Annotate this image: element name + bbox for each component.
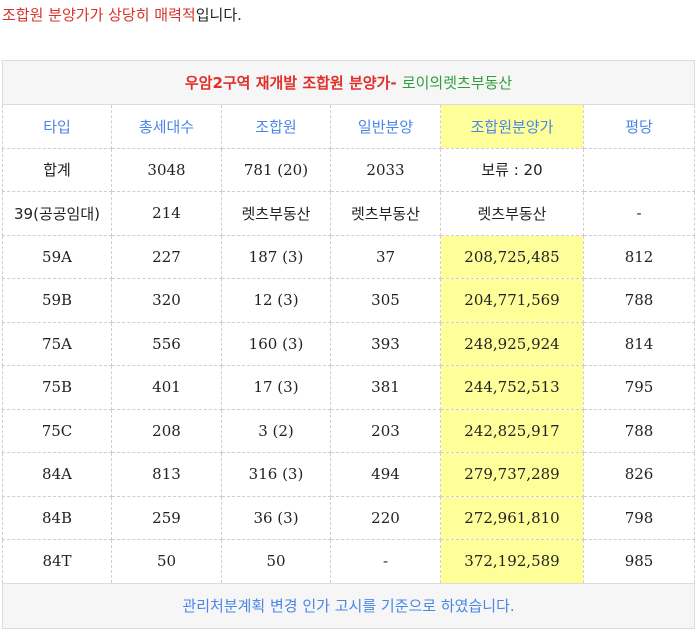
row-type: 59A — [2, 234, 112, 279]
table-row: 75A 556 160 (3) 393 248,925,924 814 — [2, 321, 696, 366]
summary-type: 합계 — [2, 147, 112, 192]
row-per-pyeong: 812 — [582, 234, 696, 279]
header-type: 타입 — [2, 104, 112, 149]
row-general: 305 — [330, 278, 441, 323]
table-title-separator: - — [390, 74, 402, 92]
row-price: 204,771,569 — [440, 278, 584, 323]
row-type: 84A — [2, 452, 112, 497]
row-member: 17 (3) — [221, 365, 331, 410]
header-per-pyeong: 평당 — [582, 104, 696, 149]
header-general: 일반분양 — [330, 104, 441, 149]
table-row: 75B 401 17 (3) 381 244,752,513 795 — [2, 365, 696, 410]
price-table: 우암2구역 재개발 조합원 분양가- 로이의렛츠부동산 타입 총세대수 조합원 … — [1, 60, 696, 629]
table-header-row: 타입 총세대수 조합원 일반분양 조합원분양가 평당 — [2, 104, 696, 149]
table-row: 59A 227 187 (3) 37 208,725,485 812 — [2, 234, 696, 279]
row-per-pyeong: - — [582, 191, 696, 236]
table-row: 84A 813 316 (3) 494 279,737,289 826 — [2, 452, 696, 497]
table-title-row: 우암2구역 재개발 조합원 분양가- 로이의렛츠부동산 — [1, 60, 696, 105]
row-price: 248,925,924 — [440, 321, 584, 366]
table-title-source: 로이의렛츠부동산 — [401, 74, 513, 92]
row-general: 220 — [330, 495, 441, 540]
row-per-pyeong: 788 — [582, 408, 696, 453]
row-per-pyeong: 985 — [582, 539, 696, 584]
row-general: - — [330, 539, 441, 584]
row-per-pyeong: 826 — [582, 452, 696, 497]
table-row: 75C 208 3 (2) 203 242,825,917 788 — [2, 408, 696, 453]
row-price-link[interactable]: 렛츠부동산 — [440, 191, 584, 236]
header-member: 조합원 — [221, 104, 331, 149]
row-per-pyeong: 788 — [582, 278, 696, 323]
row-member: 렛츠부동산 — [221, 191, 331, 236]
intro-rest: 입니다. — [195, 6, 242, 24]
intro-highlight: 조합원 분양가가 상당히 매력적 — [2, 6, 196, 24]
row-member: 187 (3) — [221, 234, 331, 279]
row-price: 372,192,589 — [440, 539, 584, 584]
row-per-pyeong: 814 — [582, 321, 696, 366]
row-price: 242,825,917 — [440, 408, 584, 453]
summary-price: 보류 : 20 — [440, 147, 584, 192]
row-total: 50 — [111, 539, 222, 584]
table-row: 84T 50 50 - 372,192,589 985 — [2, 539, 696, 584]
table-footer-note: 관리처분계획 변경 인가 고시를 기준으로 하였습니다. — [1, 582, 696, 629]
header-total: 총세대수 — [111, 104, 222, 149]
table-title: 우암2구역 재개발 조합원 분양가- 로이의렛츠부동산 — [1, 60, 696, 105]
row-general: 494 — [330, 452, 441, 497]
row-type: 75B — [2, 365, 112, 410]
row-price: 244,752,513 — [440, 365, 584, 410]
row-type: 39(공공임대) — [2, 191, 112, 236]
row-total: 401 — [111, 365, 222, 410]
row-member: 12 (3) — [221, 278, 331, 323]
row-member: 160 (3) — [221, 321, 331, 366]
row-total: 813 — [111, 452, 222, 497]
row-general: 렛츠부동산 — [330, 191, 441, 236]
summary-general: 2033 — [330, 147, 441, 192]
row-per-pyeong: 795 — [582, 365, 696, 410]
row-member: 36 (3) — [221, 495, 331, 540]
row-total: 227 — [111, 234, 222, 279]
summary-member: 781 (20) — [221, 147, 331, 192]
row-price: 272,961,810 — [440, 495, 584, 540]
table-row: 84B 259 36 (3) 220 272,961,810 798 — [2, 495, 696, 540]
row-general: 393 — [330, 321, 441, 366]
row-per-pyeong: 798 — [582, 495, 696, 540]
row-general: 203 — [330, 408, 441, 453]
row-general: 381 — [330, 365, 441, 410]
table-footer-row: 관리처분계획 변경 인가 고시를 기준으로 하였습니다. — [1, 582, 696, 629]
table-row: 59B 320 12 (3) 305 204,771,569 788 — [2, 278, 696, 323]
row-total: 214 — [111, 191, 222, 236]
row-member: 316 (3) — [221, 452, 331, 497]
table-row: 39(공공임대) 214 렛츠부동산 렛츠부동산 렛츠부동산 - — [2, 191, 696, 236]
row-total: 259 — [111, 495, 222, 540]
row-type: 75C — [2, 408, 112, 453]
row-member: 3 (2) — [221, 408, 331, 453]
summary-total: 3048 — [111, 147, 222, 192]
summary-per-pyeong — [582, 147, 696, 192]
row-type: 84T — [2, 539, 112, 584]
row-type: 75A — [2, 321, 112, 366]
header-price: 조합원분양가 — [440, 104, 584, 149]
summary-row: 합계 3048 781 (20) 2033 보류 : 20 — [2, 147, 696, 192]
intro-text: 조합원 분양가가 상당히 매력적입니다. — [2, 4, 242, 26]
row-type: 84B — [2, 495, 112, 540]
row-type: 59B — [2, 278, 112, 323]
row-price: 208,725,485 — [440, 234, 584, 279]
row-general: 37 — [330, 234, 441, 279]
table-title-main: 우암2구역 재개발 조합원 분양가 — [184, 74, 391, 92]
row-price: 279,737,289 — [440, 452, 584, 497]
row-total: 320 — [111, 278, 222, 323]
row-total: 208 — [111, 408, 222, 453]
row-total: 556 — [111, 321, 222, 366]
row-member: 50 — [221, 539, 331, 584]
